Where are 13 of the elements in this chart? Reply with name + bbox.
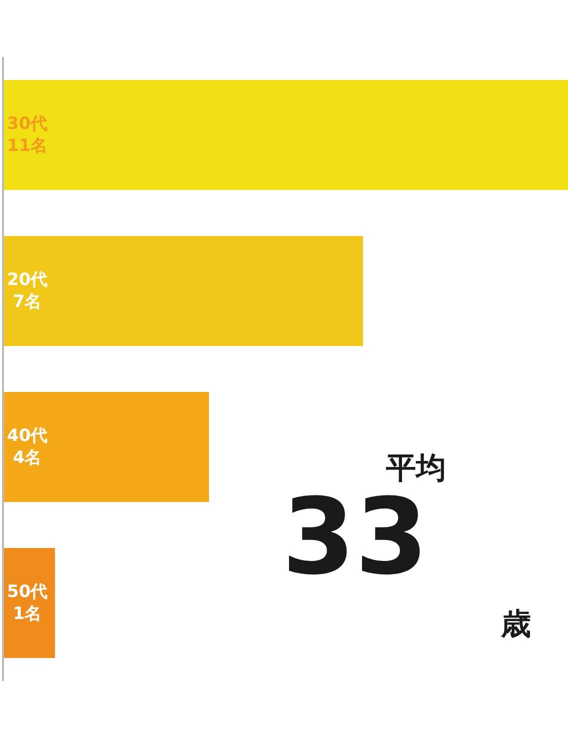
- data-label: 4名: [12, 448, 42, 468]
- bar: [4, 392, 209, 502]
- annotation: 歳: [500, 607, 531, 642]
- y-tick-label: 20代: [7, 270, 48, 290]
- bar: [4, 548, 55, 658]
- bar: [4, 80, 568, 190]
- bar: [4, 236, 363, 346]
- y-tick-label: 40代: [7, 426, 48, 446]
- data-label: 11名: [7, 136, 48, 156]
- y-tick-label: 50代: [7, 582, 48, 602]
- data-label: 1名: [12, 604, 42, 624]
- y-tick-label: 30代: [7, 114, 48, 134]
- data-label: 7名: [12, 292, 42, 312]
